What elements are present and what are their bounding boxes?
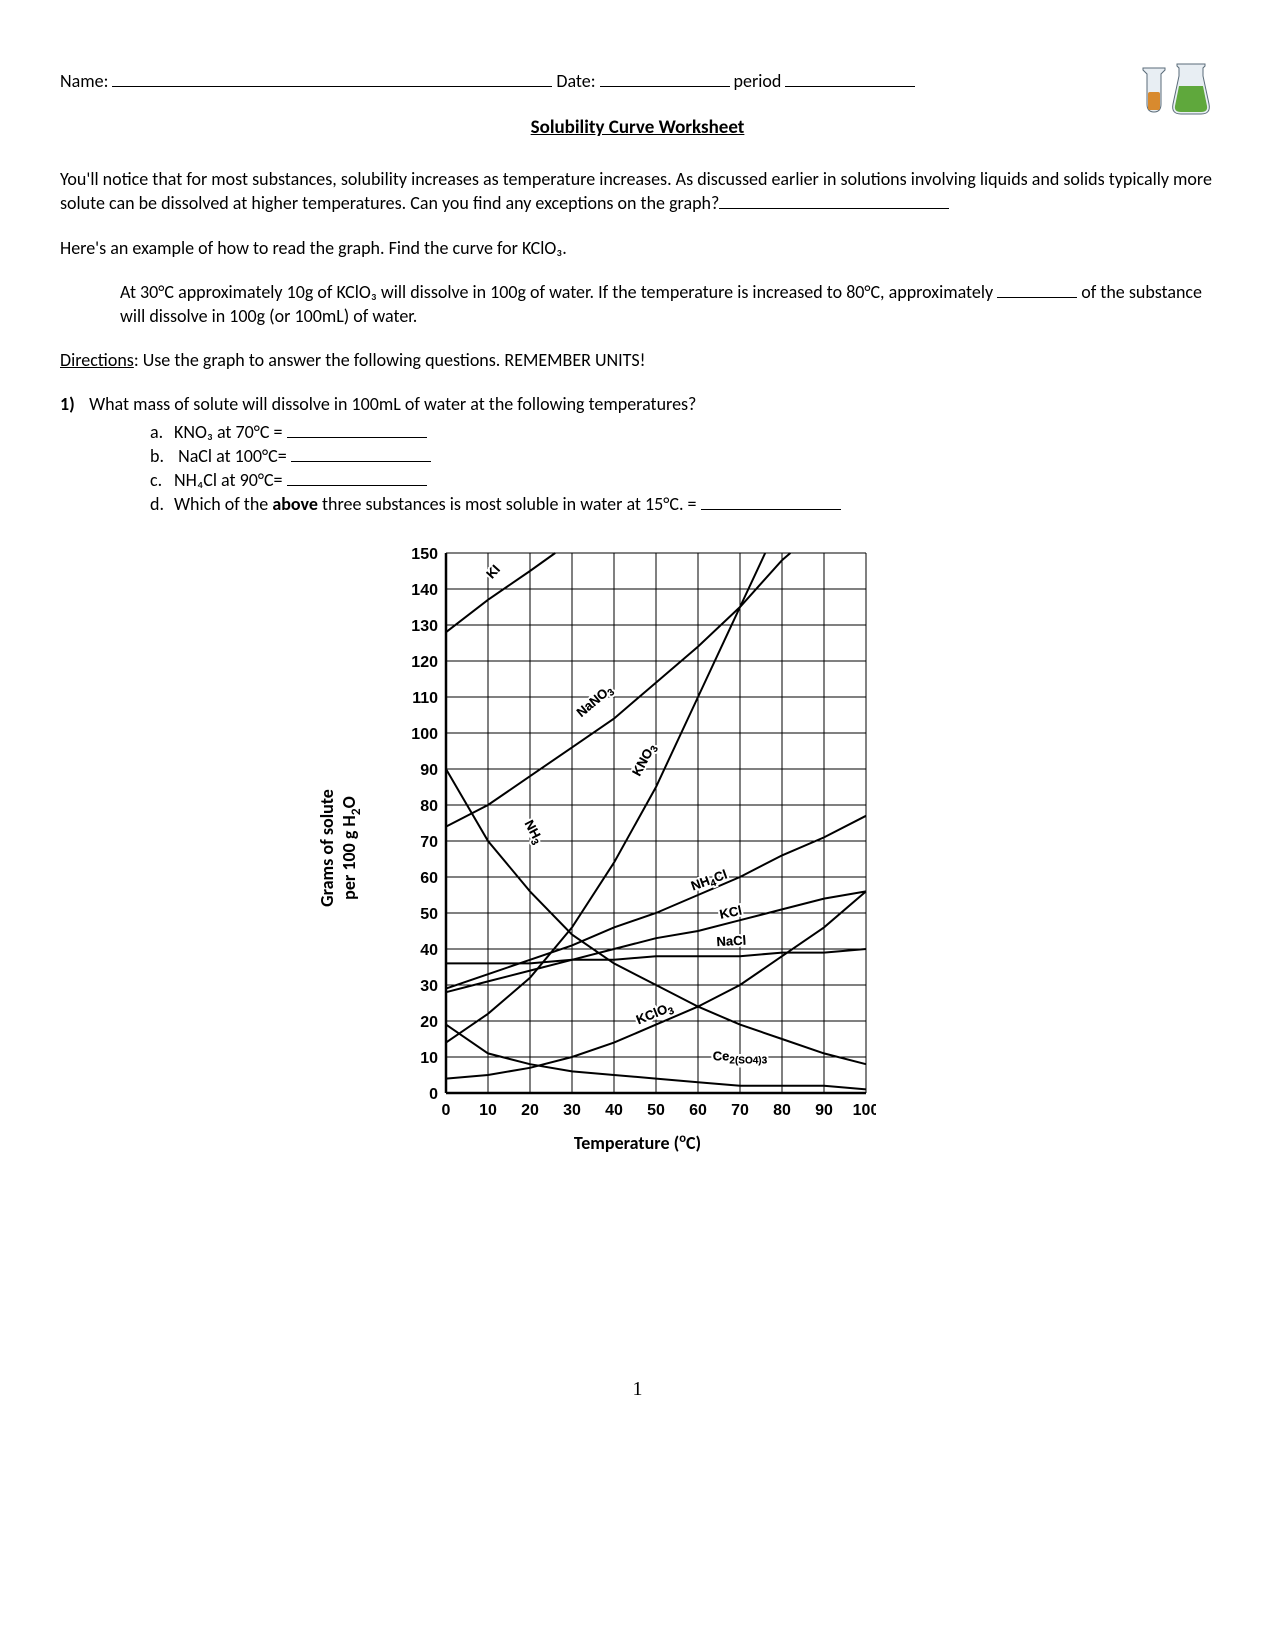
svg-text:0: 0 xyxy=(441,1102,450,1119)
svg-text:130: 130 xyxy=(411,618,438,635)
svg-text:140: 140 xyxy=(411,582,438,599)
svg-text:50: 50 xyxy=(647,1102,665,1119)
svg-text:40: 40 xyxy=(420,942,438,959)
svg-text:110: 110 xyxy=(412,690,438,707)
svg-text:60: 60 xyxy=(689,1102,707,1119)
svg-text:10: 10 xyxy=(479,1102,497,1119)
q1c-blank[interactable] xyxy=(287,485,427,486)
q1d-bold: above xyxy=(272,493,318,515)
q1c-text: NH₄Cl at 90°C= xyxy=(174,469,287,491)
q1a: a.KNO₃ at 70°C = xyxy=(150,421,1215,443)
p3-blank[interactable] xyxy=(997,297,1077,298)
directions-text: : Use the graph to answer the following … xyxy=(134,349,646,371)
svg-text:20: 20 xyxy=(521,1102,539,1119)
q1d-post: three substances is most soluble in wate… xyxy=(318,493,701,515)
chart-svg: 0 10 20 30 40 50 60 70 80 90 100 0 10 20 30 40 50 60 70 80 9… xyxy=(398,543,876,1123)
q1d-blank[interactable] xyxy=(701,509,841,510)
question-1: 1) What mass of solute will dissolve in … xyxy=(60,393,1215,515)
beakers-icon xyxy=(1135,62,1215,123)
q1b-text: NaCl at 100°C= xyxy=(174,445,291,467)
chart-ylabel: Grams of soluteper 100 g H2O xyxy=(316,748,364,948)
svg-text:60: 60 xyxy=(420,870,438,887)
intro-p1: You'll notice that for most substances, … xyxy=(60,167,1215,216)
period-label: period xyxy=(734,70,782,92)
date-label: Date: xyxy=(556,70,595,92)
intro-p1-text: You'll notice that for most substances, … xyxy=(60,168,1212,214)
svg-text:NaNO3: NaNO3 xyxy=(573,681,617,721)
directions-label: Directions xyxy=(60,349,134,371)
directions: Directions: Use the graph to answer the … xyxy=(60,348,1215,372)
svg-text:70: 70 xyxy=(731,1102,749,1119)
q1-num: 1) xyxy=(60,393,85,415)
q1b: b. NaCl at 100°C= xyxy=(150,445,1215,467)
svg-text:100: 100 xyxy=(852,1102,875,1119)
svg-text:80: 80 xyxy=(420,798,438,815)
q1a-blank[interactable] xyxy=(287,437,427,438)
header-fields: Name: Date: period xyxy=(60,70,1215,92)
svg-text:NH4Cl: NH4Cl xyxy=(688,866,729,895)
svg-text:KCl: KCl xyxy=(718,902,743,921)
svg-text:20: 20 xyxy=(420,1014,438,1031)
page-number: 1 xyxy=(633,1378,643,1401)
q1c: c.NH₄Cl at 90°C= xyxy=(150,469,1215,491)
q1b-blank[interactable] xyxy=(291,461,431,462)
svg-text:NaCl: NaCl xyxy=(716,932,746,949)
svg-text:70: 70 xyxy=(420,834,438,851)
svg-text:50: 50 xyxy=(420,906,438,923)
name-blank[interactable] xyxy=(112,86,552,87)
svg-text:100: 100 xyxy=(411,726,438,743)
solubility-chart: Grams of soluteper 100 g H2O 01020304050… xyxy=(398,543,878,1154)
date-blank[interactable] xyxy=(600,86,730,87)
svg-text:90: 90 xyxy=(420,762,438,779)
svg-text:30: 30 xyxy=(563,1102,581,1119)
svg-text:10: 10 xyxy=(420,1050,438,1067)
svg-text:30: 30 xyxy=(420,978,438,995)
q1d: d.Which of the above three substances is… xyxy=(150,493,1215,515)
intro-p3a: At 30°C approximately 10g of KClO₃ will … xyxy=(120,281,997,303)
chart-xlabel: Temperature (oC) xyxy=(398,1131,878,1154)
worksheet-title: Solubility Curve Worksheet xyxy=(60,116,1215,139)
svg-text:150: 150 xyxy=(411,546,438,563)
svg-text:120: 120 xyxy=(411,654,438,671)
svg-text:40: 40 xyxy=(605,1102,623,1119)
intro-p3: At 30°C approximately 10g of KClO₃ will … xyxy=(120,280,1215,329)
svg-text:KI: KI xyxy=(483,562,503,582)
svg-text:0: 0 xyxy=(429,1086,438,1103)
period-blank[interactable] xyxy=(785,86,915,87)
svg-text:90: 90 xyxy=(815,1102,833,1119)
exceptions-blank[interactable] xyxy=(719,208,949,209)
q1d-pre: Which of the xyxy=(174,493,272,515)
name-label: Name: xyxy=(60,70,108,92)
svg-text:NH3: NH3 xyxy=(519,817,546,847)
q1a-text: KNO₃ at 70°C = xyxy=(174,421,287,443)
intro-p2: Here's an example of how to read the gra… xyxy=(60,236,1215,260)
q1-text: What mass of solute will dissolve in 100… xyxy=(89,393,696,415)
svg-text:80: 80 xyxy=(773,1102,791,1119)
